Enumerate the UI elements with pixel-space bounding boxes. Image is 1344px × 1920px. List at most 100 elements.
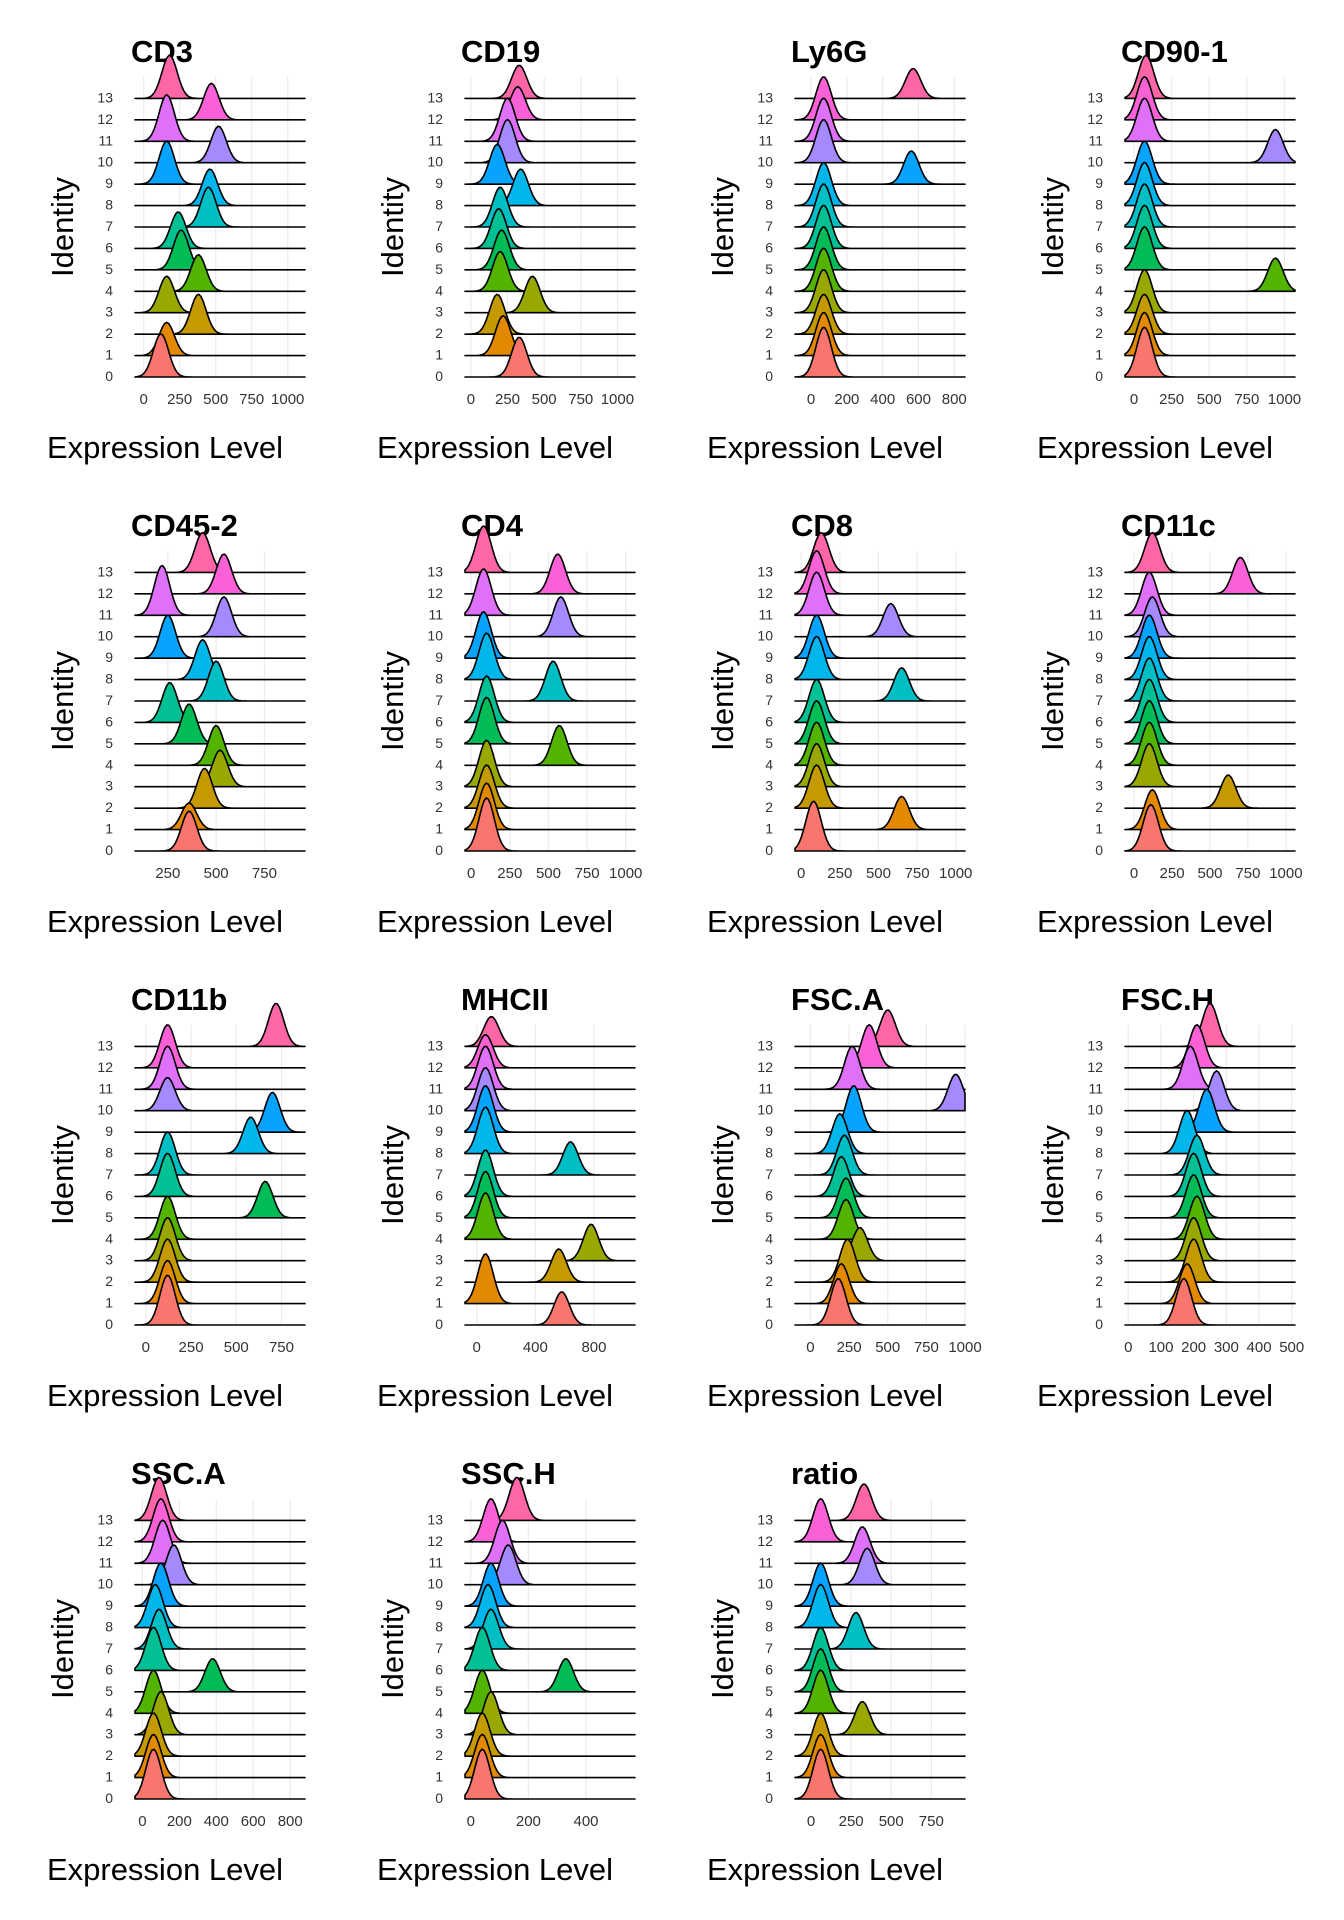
ridge-identity-5 (794, 1647, 966, 1693)
x-tick-label: 0 (467, 1813, 475, 1830)
x-tick-label: 200 (516, 1813, 541, 1830)
identity-tick-label: 3 (765, 304, 773, 320)
identity-tick-label: 13 (427, 1511, 443, 1527)
ridge-identity-13 (134, 54, 306, 100)
identity-tick-label: 12 (97, 1059, 113, 1075)
identity-tick-label: 8 (435, 1619, 443, 1635)
ridge-identity-2 (794, 293, 966, 335)
identity-tick-label: 12 (427, 1059, 443, 1075)
ridge-identity-9 (134, 1091, 306, 1133)
identity-tick-label: 10 (757, 1102, 773, 1118)
ridge-identity-11 (794, 1045, 966, 1091)
x-axis-title: Expression Level (47, 1378, 283, 1413)
identity-tick-label: 2 (1095, 325, 1103, 341)
x-axis-title: Expression Level (1037, 430, 1273, 465)
identity-tick-label: 8 (765, 197, 773, 213)
identity-tick-label: 6 (435, 1661, 443, 1677)
ridge-identity-9 (134, 614, 306, 659)
identity-tick-label: 10 (757, 628, 773, 644)
ridge-identity-13 (1124, 531, 1296, 574)
ridge-identity-6 (134, 681, 306, 724)
ridge-identity-7 (464, 1608, 636, 1650)
identity-tick-label: 11 (1088, 132, 1103, 148)
x-tick-label: 500 (1197, 865, 1222, 882)
identity-tick-label: 3 (435, 1252, 443, 1268)
ridge-identity-11 (134, 1045, 306, 1091)
x-axis-title: Expression Level (707, 430, 943, 465)
ridge-identity-3 (134, 749, 306, 788)
identity-tick-label: 11 (758, 1080, 773, 1096)
x-tick-label: 500 (879, 1813, 904, 1830)
identity-tick-label: 8 (435, 671, 443, 687)
x-tick-label: 500 (875, 1339, 900, 1356)
y-axis-title: Identity (375, 651, 410, 751)
identity-tick-label: 0 (765, 842, 773, 858)
x-tick-label: 400 (870, 391, 895, 408)
identity-tick-label: 7 (1095, 218, 1103, 234)
x-tick-label: 750 (1235, 865, 1260, 882)
y-axis-title: Identity (705, 1599, 740, 1699)
identity-tick-label: 9 (435, 649, 443, 665)
identity-tick-label: 5 (435, 1683, 443, 1699)
panel-title: SSC.A (131, 1456, 226, 1491)
ridge-identity-8 (794, 1112, 966, 1155)
ridge-identity-10 (794, 1073, 966, 1112)
x-tick-label: 750 (239, 391, 264, 408)
identity-tick-label: 2 (105, 799, 113, 815)
identity-tick-label: 12 (97, 111, 113, 127)
x-tick-label: 500 (1279, 1339, 1304, 1356)
y-axis-title: Identity (1035, 177, 1070, 277)
identity-tick-label: 5 (1095, 1209, 1103, 1225)
ridge-identity-8 (1124, 1109, 1296, 1155)
ridge-identity-5 (794, 1177, 966, 1219)
ridge-identity-3 (794, 269, 966, 314)
panel-title: CD3 (131, 34, 193, 69)
x-tick-label: 750 (914, 1339, 939, 1356)
identity-tick-label: 3 (435, 304, 443, 320)
y-axis-title: Identity (705, 651, 740, 751)
identity-tick-label: 11 (98, 606, 113, 622)
identity-tick-label: 4 (1095, 1230, 1103, 1246)
ridge-identity-7 (1124, 1134, 1296, 1176)
identity-tick-label: 7 (435, 218, 443, 234)
identity-tick-label: 5 (105, 735, 113, 751)
x-axis-title: Expression Level (377, 430, 613, 465)
identity-tick-label: 7 (105, 692, 113, 708)
ridge-identity-4 (134, 1669, 306, 1715)
ridge-identity-3 (134, 1216, 306, 1262)
ridge-identity-13 (794, 1009, 966, 1048)
identity-tick-label: 13 (757, 1037, 773, 1053)
identity-tick-label: 8 (105, 197, 113, 213)
identity-tick-label: 3 (435, 778, 443, 794)
x-tick-label: 0 (807, 1813, 815, 1830)
identity-tick-label: 11 (98, 1554, 113, 1570)
identity-tick-label: 2 (435, 799, 443, 815)
identity-tick-label: 6 (435, 1187, 443, 1203)
identity-tick-label: 5 (1095, 261, 1103, 277)
x-tick-label: 0 (1124, 1339, 1132, 1356)
ridge-identity-5 (464, 1658, 636, 1693)
identity-tick-label: 10 (427, 628, 443, 644)
ridge-identity-6 (794, 1155, 966, 1198)
identity-tick-label: 12 (757, 111, 773, 127)
ridge-identity-0 (134, 810, 306, 852)
identity-tick-label: 6 (105, 1661, 113, 1677)
identity-tick-label: 10 (1087, 154, 1103, 170)
x-axis-title: Expression Level (707, 1378, 943, 1413)
panel-title: CD45-2 (131, 508, 238, 543)
identity-tick-label: 3 (1095, 304, 1103, 320)
identity-tick-label: 10 (427, 154, 443, 170)
identity-tick-label: 1 (105, 1769, 113, 1785)
identity-tick-label: 4 (105, 756, 113, 772)
identity-tick-label: 3 (435, 1726, 443, 1742)
ridge-identity-8 (794, 635, 966, 681)
x-tick-label: 200 (1181, 1339, 1206, 1356)
identity-tick-label: 6 (105, 1187, 113, 1203)
x-tick-label: 0 (1130, 865, 1138, 882)
identity-tick-label: 6 (105, 239, 113, 255)
identity-tick-label: 13 (97, 1037, 113, 1053)
